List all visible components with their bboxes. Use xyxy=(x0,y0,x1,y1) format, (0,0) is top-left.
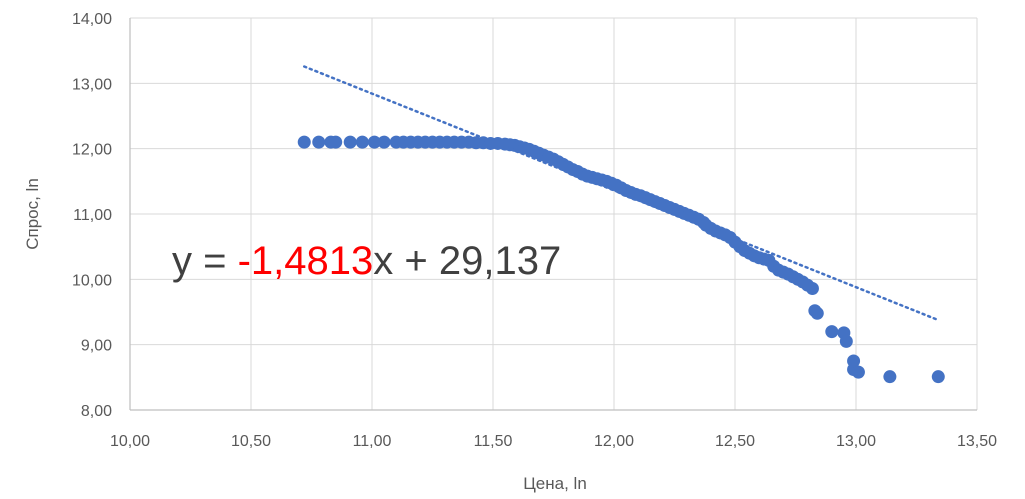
data-point xyxy=(883,370,897,384)
data-point xyxy=(329,135,343,149)
data-point xyxy=(851,365,865,379)
x-tick-label: 10,50 xyxy=(231,433,271,450)
data-point xyxy=(810,306,824,320)
axes xyxy=(129,18,977,411)
y-tick-label: 9,00 xyxy=(81,338,112,355)
y-tick-label: 12,00 xyxy=(72,142,112,159)
y-tick-label: 10,00 xyxy=(72,272,112,289)
x-tick-label: 13,50 xyxy=(957,433,997,450)
x-tick-label: 11,00 xyxy=(353,433,392,450)
data-point xyxy=(825,325,839,339)
y-axis-title: Спрос, ln xyxy=(23,178,42,250)
data-point xyxy=(931,370,945,384)
equation-coefficient: -1,4813 xyxy=(238,239,374,283)
data-point xyxy=(297,135,311,149)
data-point xyxy=(355,135,369,149)
data-point xyxy=(839,334,853,348)
data-point xyxy=(377,135,391,149)
x-tick-label: 13,00 xyxy=(836,433,876,450)
x-tick-label: 10,00 xyxy=(110,433,150,450)
x-tick-label: 12,00 xyxy=(594,433,634,450)
y-tick-label: 13,00 xyxy=(72,76,112,93)
x-tick-labels: 10,00 10,50 11,00 11,50 12,00 12,50 13,00 13,50 xyxy=(110,433,997,450)
x-tick-label: 12,50 xyxy=(715,433,755,450)
y-tick-label: 14,00 xyxy=(72,11,112,28)
y-tick-label: 8,00 xyxy=(81,403,112,420)
equation-suffix: x + 29,137 xyxy=(373,239,561,283)
x-tick-label: 11,50 xyxy=(474,433,513,450)
data-points xyxy=(297,135,945,384)
trendline-equation: y = -1,4813x + 29,137 xyxy=(172,239,561,283)
data-point xyxy=(367,135,381,149)
x-axis-title: Цена, ln xyxy=(523,474,587,493)
y-tick-label: 11,00 xyxy=(73,207,112,224)
y-tick-labels: 8,00 9,00 10,00 11,00 12,00 13,00 14,00 xyxy=(72,11,112,420)
equation-prefix: y = xyxy=(172,239,238,283)
data-point xyxy=(805,281,819,295)
data-point xyxy=(343,135,357,149)
grid-lines xyxy=(129,17,978,411)
data-point xyxy=(312,135,326,149)
